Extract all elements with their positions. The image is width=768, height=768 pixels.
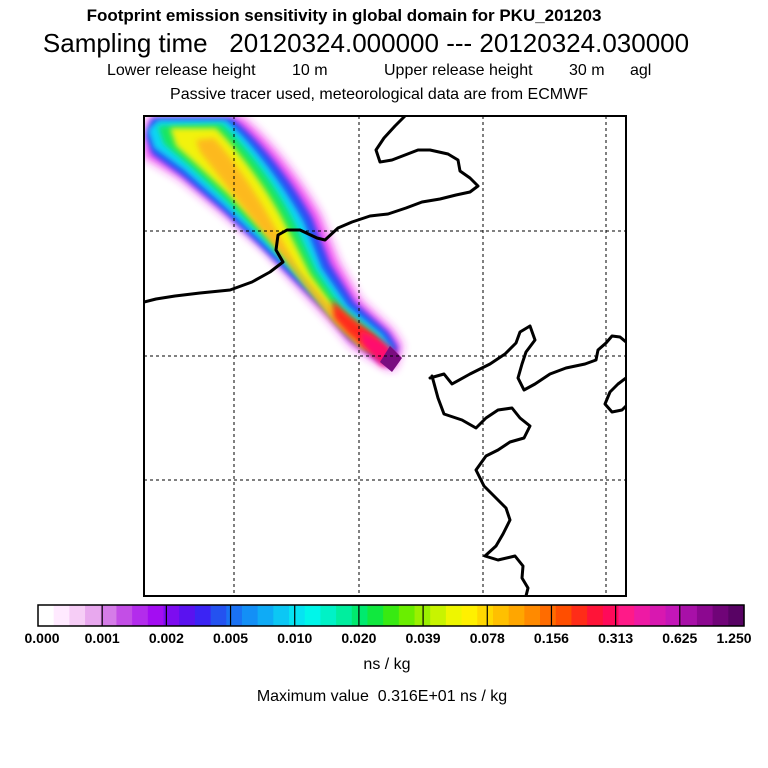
color-scale-swatch [132, 605, 149, 626]
plume-core [380, 346, 402, 372]
color-scale-swatch [383, 605, 400, 626]
max-label: Maximum value [256, 688, 369, 705]
color-scale-swatch [649, 605, 667, 626]
color-scale-swatch [461, 605, 478, 626]
map-frame [143, 115, 627, 597]
color-scale-swatch [85, 605, 102, 626]
color-scale-swatch [53, 605, 70, 626]
color-scale-swatch [571, 605, 588, 626]
tracer-note: Passive tracer used, meteorological data… [170, 86, 588, 103]
color-scale-tick-label: 0.020 [341, 630, 377, 646]
color-scale-frame [37, 604, 745, 627]
plume-orange [196, 138, 370, 350]
color-scale-swatch [728, 605, 745, 626]
upper-release-value: 30 m [569, 62, 605, 79]
color-scale-swatch [492, 605, 510, 626]
color-scale-swatch [116, 605, 133, 626]
color-scale-swatch [602, 605, 620, 626]
color-scale-swatch [634, 605, 651, 626]
color-scale-swatch [257, 605, 274, 626]
color-scale-swatch [445, 605, 463, 626]
coastline-south [430, 374, 532, 596]
map-title: Footprint emission sensitivity in global… [86, 6, 602, 25]
color-scale-tick-label: 0.625 [662, 630, 698, 646]
sampling-separator: --- [446, 28, 473, 58]
color-scale-swatch [69, 605, 86, 626]
color-scale-swatch [147, 605, 165, 626]
color-scale-dividers [101, 605, 681, 626]
color-scale-bar [38, 605, 745, 626]
height-reference: agl [630, 62, 652, 79]
color-scale-swatch [226, 605, 243, 626]
color-scale-swatch [241, 605, 259, 626]
lower-release-label: Lower release height [107, 62, 256, 79]
color-scale-swatch [665, 605, 682, 626]
color-scale-swatch [540, 605, 557, 626]
color-scale-swatch [618, 605, 635, 626]
coastlines [144, 116, 626, 596]
color-scale-tick-label: 0.039 [405, 630, 441, 646]
color-scale-swatch [681, 605, 698, 626]
max-units: ns / kg [460, 688, 508, 705]
units-label: ns / kg [363, 656, 411, 673]
color-scale-tick-label: 0.001 [84, 630, 120, 646]
max-number: 0.316E+01 [377, 688, 456, 705]
color-scale-swatch [304, 605, 321, 626]
sampling-end: 20120324.030000 [479, 28, 690, 58]
color-scale-swatch [524, 605, 541, 626]
color-scale-tick-label: 0.156 [533, 630, 569, 646]
color-scale-swatch [587, 605, 604, 626]
sampling-prefix: Sampling time [42, 28, 208, 58]
color-scale-swatch [179, 605, 196, 626]
color-scale-swatch [508, 605, 525, 626]
color-scale-swatch [336, 605, 353, 626]
color-scale-swatch [351, 605, 369, 626]
color-scale-tick-label: 0.000 [24, 630, 60, 646]
color-scale-swatch [398, 605, 416, 626]
sampling-time: Sampling time 20120324.000000 --- 201203… [0, 28, 750, 59]
color-scale-tick-label: 0.005 [213, 630, 249, 646]
color-scale-swatch [194, 605, 212, 626]
color-scale-swatch [696, 605, 714, 626]
color-scale-tick-label: 0.010 [277, 630, 313, 646]
coastline-peninsula [603, 376, 626, 414]
color-scale-swatch [38, 605, 55, 626]
maximum-value: Maximum value 0.316E+01 ns / kg [0, 688, 766, 706]
color-scale-swatch [712, 605, 729, 626]
color-scale-tick-label: 0.078 [469, 630, 505, 646]
color-scale-swatch [100, 605, 118, 626]
color-scale-tick-label: 1.250 [716, 630, 752, 646]
color-scale-swatch [477, 605, 494, 626]
color-scale-tick-label: 0.002 [148, 630, 184, 646]
coastline-east [428, 324, 626, 392]
coastline-north [144, 116, 480, 304]
color-scale-swatch [320, 605, 337, 626]
plume [144, 116, 402, 372]
color-scale-swatch [273, 605, 290, 626]
color-scale-swatch [210, 605, 227, 626]
sampling-start: 20120324.000000 [229, 28, 439, 58]
grid-lines [144, 116, 626, 596]
color-scale-swatch [430, 605, 447, 626]
lower-release-value: 10 m [292, 62, 328, 79]
color-scale-swatch [555, 605, 573, 626]
color-scale-swatch [367, 605, 384, 626]
color-scale-swatch [289, 605, 306, 626]
color-scale-swatch [163, 605, 180, 626]
color-scale-tick-label: 0.313 [598, 630, 634, 646]
upper-release-label: Upper release height [384, 62, 533, 79]
